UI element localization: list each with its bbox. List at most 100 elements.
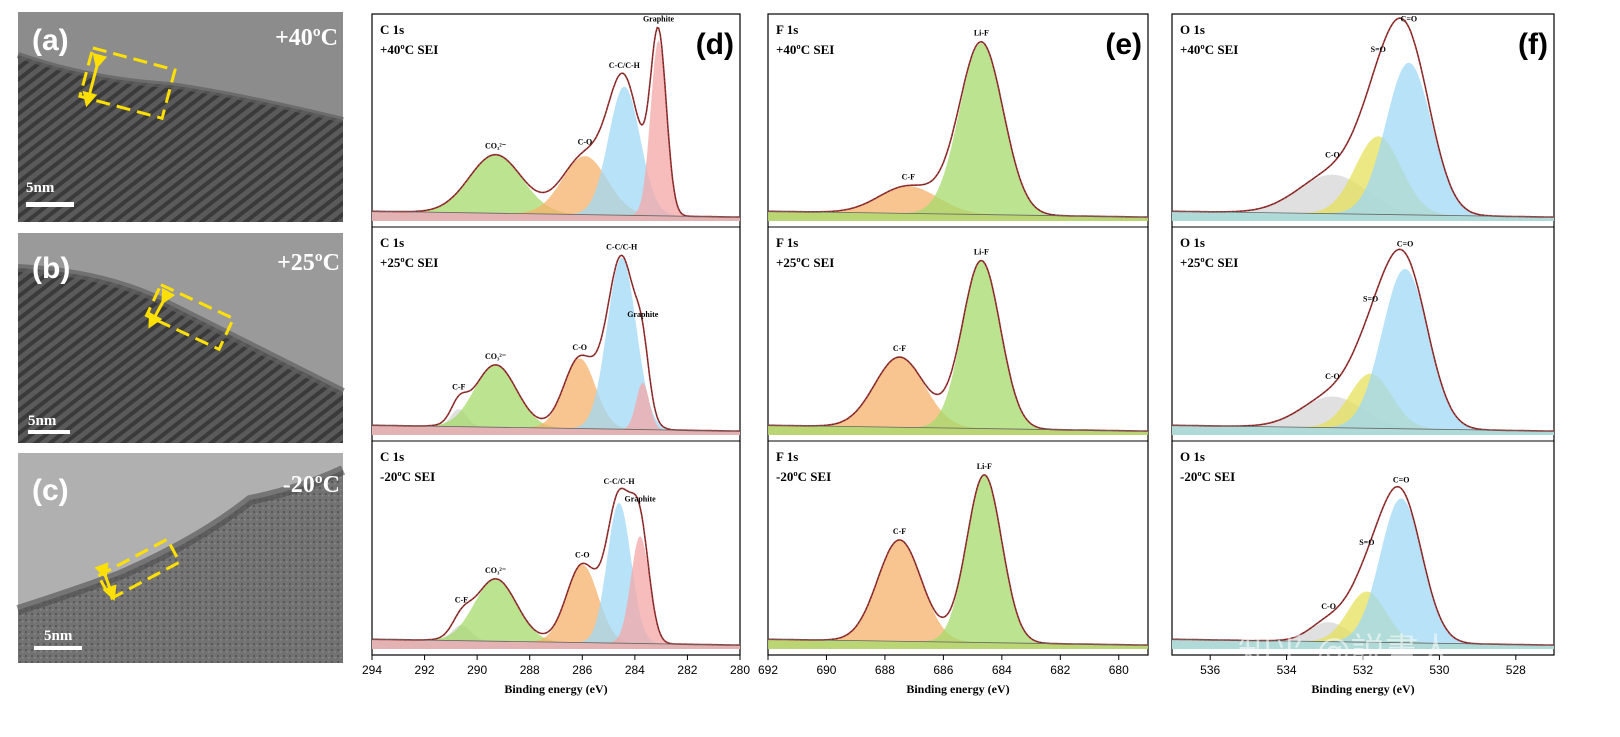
raw-data-trace bbox=[371, 27, 740, 218]
x-tick-label: 288 bbox=[520, 663, 540, 677]
peak-label: C-O bbox=[1321, 602, 1336, 611]
peak-label: C-O bbox=[1325, 372, 1340, 381]
peak-label: C-F bbox=[455, 595, 468, 604]
raw-data-trace bbox=[371, 487, 740, 646]
tem-panel-a: (a) +40ºC 5nm bbox=[17, 12, 344, 222]
x-tick-label: 286 bbox=[572, 663, 592, 677]
chart-3: C-O S=O C=O O 1s +40ºC SEI (f) C-O S=O C=O O 1s +2… bbox=[1171, 13, 1555, 696]
x-tick-label: 294 bbox=[362, 663, 382, 677]
x-axis-label: Binding energy (eV) bbox=[906, 682, 1009, 696]
raw-data-trace bbox=[767, 260, 1148, 432]
envelope-fit bbox=[371, 254, 740, 432]
peak-co3-2- bbox=[372, 364, 740, 435]
peak-c-o bbox=[1172, 498, 1554, 649]
row-subtitle: +40ºC SEI bbox=[776, 42, 834, 57]
x-tick-label: 692 bbox=[758, 663, 778, 677]
peak-label: C-C/C-H bbox=[609, 61, 641, 70]
row-subtitle: +25ºC SEI bbox=[380, 255, 438, 270]
row-3: C-O S=O C=O O 1s -20ºC SEI bbox=[1171, 449, 1555, 649]
xps-charts: CO₃²⁻ C-O C-C/C-H Graphite C 1s +40ºC SEI (d) C… bbox=[362, 13, 1555, 696]
peak-li-f bbox=[768, 475, 1148, 649]
background-line bbox=[767, 210, 1149, 218]
row-title: F 1s bbox=[776, 449, 798, 464]
x-tick-label: 680 bbox=[1109, 663, 1129, 677]
peak-c-f bbox=[768, 357, 1148, 435]
row-2: C-F Li-F F 1s +25ºC SEI bbox=[767, 235, 1149, 435]
peak-label: C-F bbox=[452, 383, 465, 392]
tem-scale-c: 5nm bbox=[44, 628, 73, 644]
peak-graphite bbox=[372, 536, 740, 649]
peak-label: Li-F bbox=[977, 462, 992, 471]
scale-bar-c bbox=[34, 646, 82, 650]
tem-scale-a: 5nm bbox=[26, 180, 55, 196]
peak-label: C-C/C-H bbox=[606, 242, 638, 251]
scale-bar-a bbox=[26, 202, 74, 207]
x-tick-label: 280 bbox=[730, 663, 750, 677]
chart-2: C-F Li-F F 1s +40ºC SEI (e) C-F Li-F F 1s +25ºC … bbox=[758, 13, 1149, 696]
background-line bbox=[767, 638, 1149, 646]
row-1: CO₃²⁻ C-O C-C/C-H Graphite C 1s +40ºC SEI (d) bbox=[371, 15, 741, 222]
x-tick-label: 534 bbox=[1277, 663, 1297, 677]
tem-temp-c: -20ºC bbox=[283, 472, 340, 498]
peak-graphite bbox=[372, 40, 740, 222]
watermark-text: 知乎 @説書人 bbox=[1238, 631, 1453, 671]
row-title: C 1s bbox=[380, 22, 404, 37]
raw-data-trace bbox=[371, 254, 740, 432]
peak-label: C=O bbox=[1393, 475, 1410, 484]
tem-scale-b: 5nm bbox=[28, 413, 57, 429]
peak-label: C-F bbox=[902, 172, 915, 181]
row-title: O 1s bbox=[1180, 235, 1205, 250]
peak-graphite bbox=[372, 383, 740, 435]
x-axis-label: Binding energy (eV) bbox=[504, 682, 607, 696]
row-title: F 1s bbox=[776, 235, 798, 250]
peak-label: S=O bbox=[1363, 294, 1378, 303]
peak-label: C-C/C-H bbox=[604, 477, 636, 486]
peak-c-o bbox=[1172, 269, 1554, 435]
row-1: C-O S=O C=O O 1s +40ºC SEI (f) bbox=[1171, 14, 1555, 221]
x-tick-label: 688 bbox=[875, 663, 895, 677]
peak-label: Li-F bbox=[974, 29, 989, 38]
x-axis-label: Binding energy (eV) bbox=[1311, 682, 1414, 696]
row-subtitle: -20ºC SEI bbox=[380, 469, 435, 484]
row-title: F 1s bbox=[776, 22, 798, 37]
peak-label: C=O bbox=[1401, 14, 1418, 23]
chart-letter: (f) bbox=[1518, 28, 1548, 61]
x-tick-label: 284 bbox=[625, 663, 645, 677]
row-2: C-O S=O C=O O 1s +25ºC SEI bbox=[1171, 235, 1555, 435]
peak-label: CO₃²⁻ bbox=[485, 352, 506, 361]
chart-letter: (d) bbox=[696, 28, 734, 61]
tem-panel-c: (c) -20ºC 5nm bbox=[16, 453, 346, 663]
peak-c-f bbox=[768, 186, 1148, 221]
x-tick-label: 282 bbox=[677, 663, 697, 677]
x-tick-label: 530 bbox=[1429, 663, 1449, 677]
peak-label: S=O bbox=[1359, 538, 1374, 547]
peak-label: C-O bbox=[1325, 151, 1340, 160]
row-subtitle: -20ºC SEI bbox=[776, 469, 831, 484]
peak-c-o bbox=[1172, 62, 1554, 221]
plot-frame bbox=[767, 13, 1149, 656]
x-tick-label: 292 bbox=[415, 663, 435, 677]
x-tick-label: 684 bbox=[992, 663, 1012, 677]
peak-s-o bbox=[1172, 136, 1554, 221]
x-tick-label: 690 bbox=[816, 663, 836, 677]
row-3: C-F CO₃²⁻ C-O C-C/C-H Graphite C 1s -20ºC SEI bbox=[371, 449, 741, 649]
tem-letter-a: (a) bbox=[32, 24, 69, 57]
peak-label: CO₃²⁻ bbox=[485, 142, 506, 151]
chart-letter: (e) bbox=[1105, 28, 1142, 61]
x-tick-label: 290 bbox=[467, 663, 487, 677]
row-subtitle: +40ºC SEI bbox=[380, 42, 438, 57]
peak-co3-2- bbox=[372, 578, 740, 649]
row-subtitle: -20ºC SEI bbox=[1180, 469, 1235, 484]
peak-label: CO₃²⁻ bbox=[485, 566, 506, 575]
peak-label: Graphite bbox=[625, 494, 657, 503]
peak-label: C=O bbox=[1397, 240, 1414, 249]
row-title: O 1s bbox=[1180, 449, 1205, 464]
tem-temp-b: +25ºC bbox=[277, 250, 340, 276]
peak-label: C-F bbox=[893, 344, 906, 353]
row-title: C 1s bbox=[380, 449, 404, 464]
raw-data-trace bbox=[1171, 248, 1554, 432]
background-line bbox=[1171, 210, 1555, 218]
tem-temp-a: +40ºC bbox=[275, 25, 338, 51]
